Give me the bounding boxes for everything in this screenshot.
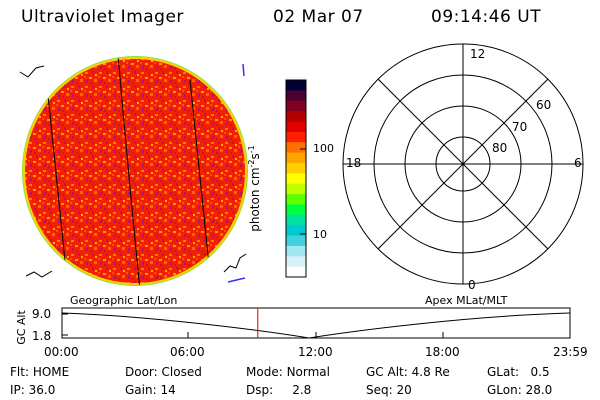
colorbar-stripe — [286, 121, 306, 133]
colorbar-stripe — [286, 152, 306, 164]
param-mode: Mode: Normal — [246, 365, 330, 379]
alt-xtick: 06:00 — [170, 345, 205, 359]
alt-xtick: 18:00 — [425, 345, 460, 359]
longitude-line — [189, 79, 211, 276]
colorbar-stripe — [286, 162, 306, 174]
param-flt: Flt: HOME — [10, 365, 70, 379]
colorbar-stripe — [286, 245, 306, 257]
uv-image-disk — [22, 56, 248, 286]
colorbar-stripe — [286, 100, 306, 112]
alt-ytick: 1.8 — [32, 329, 52, 343]
mlt-label-12: 12 — [470, 47, 486, 61]
colorbar-stripe — [286, 256, 306, 268]
alt-xtick: 23:59 — [553, 345, 588, 359]
mlt-label-18: 18 — [346, 156, 362, 170]
colorbar-stripe — [286, 142, 306, 154]
colorbar-units: photon cm-2s-1 — [246, 145, 262, 232]
alt-ytick: 9.0 — [32, 307, 52, 321]
colorbar-stripe — [286, 90, 306, 102]
lat-label-70: 70 — [512, 120, 528, 134]
altitude-plot — [61, 307, 571, 339]
lat-label-60: 60 — [536, 98, 552, 112]
altitude-ylabel: GC Alt — [14, 310, 28, 345]
alt-xtick: 00:00 — [44, 345, 79, 359]
time-label: 09:14:46 UT — [431, 7, 542, 27]
param-seq: Seq: 20 — [366, 383, 412, 397]
colorbar-stripe — [286, 225, 306, 237]
longitude-line — [117, 57, 141, 285]
colorbar — [285, 79, 307, 278]
apex-label: Apex MLat/MLT — [425, 294, 508, 307]
altitude-curve — [61, 312, 571, 339]
param-dsp: Dsp: 2.8 — [246, 383, 312, 397]
geographic-label: Geographic Lat/Lon — [70, 294, 178, 307]
colorbar-tick-label: 100 — [313, 142, 334, 155]
colorbar-stripe — [286, 111, 306, 122]
lat-label-80: 80 — [492, 141, 508, 155]
param-glat: GLat: 0.5 — [487, 365, 550, 379]
colorbar-stripe — [286, 80, 306, 91]
colorbar-stripe — [286, 131, 306, 143]
date-label: 02 Mar 07 — [273, 7, 364, 27]
alt-xtick: 12:00 — [298, 345, 333, 359]
colorbar-stripe — [286, 173, 306, 185]
mlt-label-6: 6 — [574, 156, 582, 170]
colorbar-stripe — [286, 183, 306, 195]
colorbar-stripe — [286, 235, 306, 247]
param-door: Door: Closed — [125, 365, 202, 379]
colorbar-tick-label: 10 — [313, 228, 327, 241]
param-gain: Gain: 14 — [125, 383, 176, 397]
polar-diagonal — [377, 78, 549, 250]
instrument-title: Ultraviolet Imager — [21, 7, 184, 27]
colorbar-stripe — [286, 194, 306, 205]
mlt-label-0: 0 — [468, 278, 476, 292]
coastlines — [19, 65, 247, 278]
param-glon: GLon: 28.0 — [487, 383, 553, 397]
param-gc-alt: GC Alt: 4.8 Re — [366, 365, 450, 379]
blue-track — [227, 63, 246, 283]
polar-grid — [342, 43, 584, 285]
param-ip: IP: 36.0 — [10, 383, 56, 397]
colorbar-stripe — [286, 266, 306, 278]
colorbar-stripe — [286, 204, 306, 216]
colorbar-stripe — [286, 214, 306, 226]
